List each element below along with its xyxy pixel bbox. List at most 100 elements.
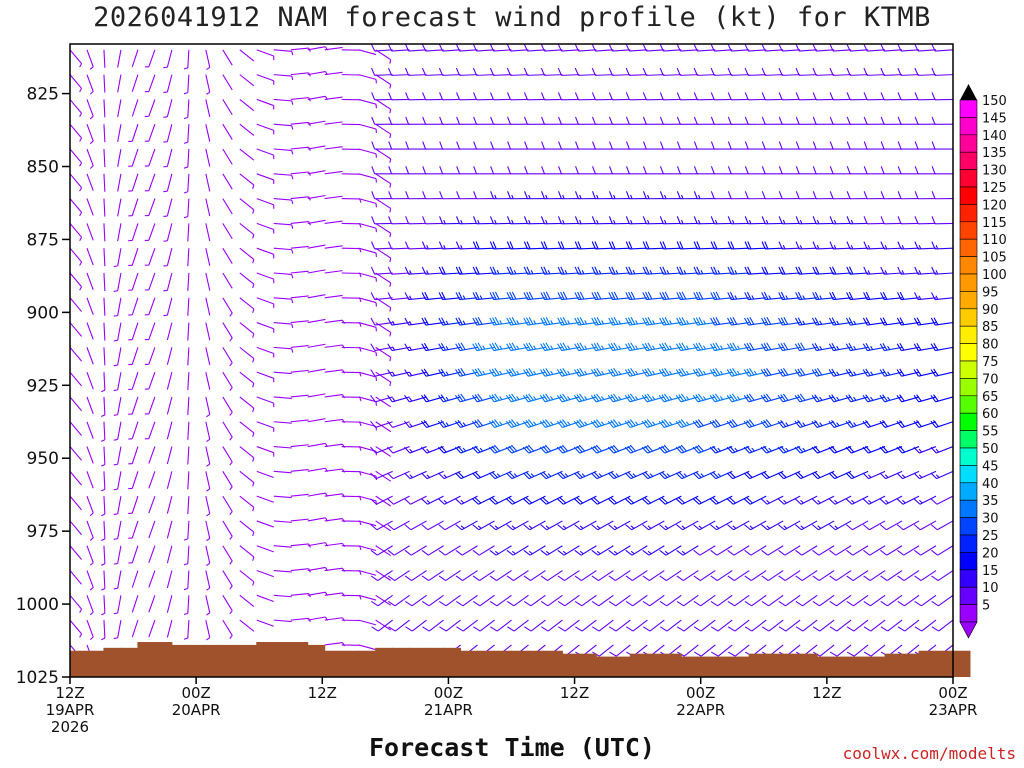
- wind-barb: [239, 594, 255, 607]
- wind-barb: [845, 445, 869, 454]
- wind-barb: [205, 124, 211, 142]
- wind-barb: [473, 619, 495, 632]
- wind-barb: [625, 216, 648, 225]
- wind-barb: [777, 445, 801, 454]
- terrain-segment: [392, 647, 411, 677]
- wind-barb: [727, 619, 750, 632]
- wind-barb: [113, 248, 122, 268]
- colorbar-label: 120: [982, 198, 1007, 213]
- wind-barb: [710, 545, 733, 556]
- wind-barb: [187, 297, 190, 316]
- wind-barb: [574, 241, 597, 250]
- wind-barb: [404, 495, 427, 505]
- terrain-segment: [527, 650, 546, 677]
- wind-barb: [86, 148, 94, 169]
- wind-barb: [489, 368, 512, 377]
- wind-barb: [574, 317, 597, 326]
- wind-barb: [506, 570, 529, 582]
- wind-barb: [896, 445, 920, 454]
- wind-barb: [540, 570, 563, 582]
- wind-barb: [324, 170, 343, 175]
- colorbar-label: 125: [982, 181, 1007, 196]
- wind-barb: [404, 67, 427, 76]
- colorbar-swatch: [959, 534, 978, 553]
- wind-barb: [307, 343, 326, 348]
- wind-barb: [69, 123, 83, 142]
- wind-barb: [795, 241, 818, 250]
- wind-barb: [507, 619, 529, 632]
- wind-barb: [608, 116, 631, 125]
- wind-barb: [256, 470, 274, 478]
- wind-barb: [693, 43, 716, 52]
- x-tick-label: 12Z: [560, 684, 589, 702]
- wind-barb: [641, 419, 665, 428]
- wind-barb: [324, 195, 343, 200]
- wind-barb: [117, 198, 122, 217]
- wind-barb: [128, 520, 139, 539]
- colorbar: 1501451401351301251201151101051009590858…: [959, 84, 1007, 639]
- x-tick-label: 22APR: [676, 701, 725, 719]
- wind-barb: [358, 520, 377, 527]
- wind-barb: [523, 266, 546, 275]
- wind-barb: [489, 520, 512, 531]
- wind-barb: [472, 545, 495, 556]
- wind-barb: [273, 98, 294, 105]
- wind-barb: [222, 123, 233, 140]
- wind-barb: [863, 570, 886, 582]
- wind-barb: [370, 317, 393, 326]
- wind-barb: [239, 570, 255, 586]
- wind-barb: [522, 470, 546, 480]
- wind-barb: [811, 495, 835, 505]
- wind-barb: [726, 470, 750, 480]
- wind-barb: [914, 92, 937, 101]
- colorbar-top-arrow: [960, 84, 977, 100]
- wind-barb: [290, 369, 309, 373]
- wind-barb: [100, 620, 106, 641]
- wind-barb: [489, 92, 512, 101]
- wind-barb: [557, 216, 580, 225]
- wind-barb: [290, 47, 311, 52]
- wind-barb: [290, 394, 309, 398]
- wind-barb: [187, 471, 190, 490]
- wind-barb: [863, 644, 886, 657]
- wind-barb: [388, 594, 410, 607]
- wind-barb: [239, 421, 255, 437]
- wind-barb: [69, 322, 82, 337]
- colorbar-swatch: [959, 308, 978, 327]
- wind-barb: [608, 92, 631, 101]
- terrain-segment: [765, 653, 784, 677]
- wind-barb: [69, 49, 83, 68]
- wind-barb: [778, 166, 801, 175]
- wind-barb: [608, 495, 631, 505]
- wind-barb: [324, 245, 343, 249]
- wind-barb: [743, 368, 767, 377]
- wind-barb: [456, 141, 478, 150]
- wind-barb: [795, 43, 818, 52]
- wind-barb: [205, 198, 211, 217]
- wind-barb: [341, 198, 362, 203]
- wind-barb: [608, 191, 631, 200]
- terrain-segment: [952, 650, 971, 677]
- wind-barb: [358, 98, 377, 109]
- y-tick-label: 925: [27, 376, 59, 396]
- wind-barb: [117, 173, 122, 192]
- wind-barb: [931, 241, 954, 250]
- wind-barb: [523, 594, 546, 607]
- wind-barb: [761, 67, 784, 76]
- wind-barb: [676, 141, 699, 150]
- wind-barb: [370, 266, 393, 275]
- wind-barb: [239, 297, 255, 313]
- wind-barb: [131, 619, 139, 638]
- wind-barb: [930, 470, 954, 480]
- wind-barb: [778, 266, 801, 275]
- wind-barb: [307, 318, 326, 324]
- wind-barb: [930, 446, 954, 454]
- wind-barb: [375, 619, 392, 631]
- wind-barb: [375, 98, 392, 114]
- wind-barb: [256, 173, 275, 184]
- wind-barb: [375, 272, 392, 287]
- credit-link[interactable]: coolwx.com/modelts: [842, 744, 1016, 763]
- wind-barb: [163, 248, 173, 267]
- wind-barb: [761, 594, 784, 607]
- wind-barb: [439, 92, 461, 101]
